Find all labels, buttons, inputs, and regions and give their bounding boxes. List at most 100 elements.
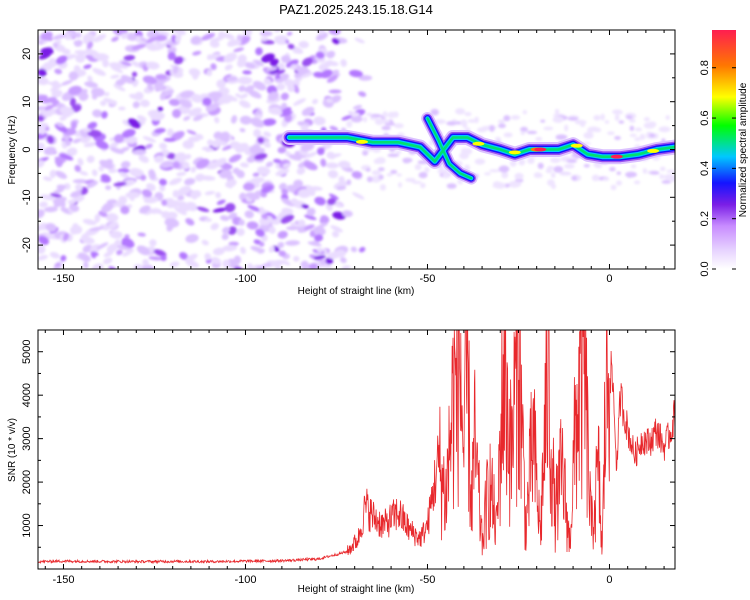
noise-blob: [316, 247, 323, 253]
noise-blob: [477, 127, 487, 133]
noise-blob: [38, 209, 45, 219]
noise-blob: [303, 191, 313, 196]
noise-blob: [290, 222, 296, 227]
snr-series-line: [38, 330, 675, 565]
noise-blob: [301, 204, 309, 209]
noise-blob: [543, 126, 554, 131]
noise-blob: [39, 128, 46, 135]
noise-blob: [210, 63, 217, 71]
noise-blob: [328, 89, 342, 94]
noise-blob: [139, 205, 151, 214]
noise-blob: [143, 196, 159, 204]
noise-blob: [593, 115, 601, 121]
noise-blob: [257, 137, 265, 144]
noise-blob: [120, 61, 132, 67]
noise-blob: [498, 123, 506, 129]
spectrogram-y-tick-label: -20: [21, 237, 33, 253]
noise-blob: [371, 170, 381, 176]
noise-blob: [550, 157, 561, 163]
noise-blob: [200, 175, 216, 181]
noise-blob: [148, 256, 163, 261]
noise-blob: [233, 47, 245, 53]
noise-blob: [62, 48, 71, 55]
noise-blob: [193, 115, 204, 122]
spectrogram-y-tick-label: 10: [21, 96, 33, 108]
snr-y-label: SNR (10 * v/v): [7, 418, 18, 482]
noise-blob: [326, 75, 338, 83]
noise-blob: [325, 257, 334, 265]
noise-blob: [327, 170, 339, 179]
noise-blob: [235, 93, 241, 98]
noise-blob: [105, 158, 113, 166]
noise-blob: [171, 130, 185, 141]
noise-blob: [265, 161, 274, 168]
noise-blob: [83, 64, 92, 70]
noise-blob: [298, 41, 309, 49]
noise-blob: [305, 151, 318, 158]
noise-blob: [643, 117, 650, 122]
noise-blob: [293, 46, 301, 52]
noise-blob: [172, 190, 180, 198]
noise-blob: [82, 218, 97, 226]
noise-blob: [625, 171, 637, 178]
noise-blob: [110, 147, 124, 155]
noise-blob: [38, 132, 48, 140]
colorbar-tick-label: 0.0: [699, 261, 711, 276]
noise-blob: [331, 38, 340, 45]
noise-blob: [68, 85, 83, 95]
noise-blob: [571, 175, 578, 181]
noise-blob: [77, 158, 84, 166]
noise-blob: [327, 197, 337, 206]
noise-blob: [387, 153, 400, 158]
noise-blob: [267, 91, 279, 101]
noise-blob: [43, 176, 53, 182]
noise-blob: [40, 194, 55, 201]
noise-blob: [171, 30, 186, 36]
noise-blob: [237, 76, 253, 85]
noise-blob: [91, 263, 104, 269]
noise-blob: [134, 91, 144, 101]
noise-blob: [326, 162, 339, 169]
noise-blob: [550, 172, 556, 179]
noise-blob: [78, 71, 87, 77]
noise-blob: [278, 182, 287, 190]
noise-blob: [263, 131, 272, 137]
noise-blob: [55, 122, 64, 128]
noise-blob: [666, 169, 675, 173]
noise-blob: [62, 232, 70, 241]
spectrogram-y-label: Frequency (Hz): [7, 116, 18, 185]
noise-blob: [614, 135, 621, 140]
noise-blob: [72, 205, 79, 212]
noise-blob: [129, 168, 144, 178]
noise-blob: [639, 133, 646, 141]
noise-blob: [204, 190, 216, 196]
noise-blob: [288, 154, 302, 161]
noise-blob: [72, 179, 88, 184]
noise-blob: [540, 119, 546, 123]
noise-blob: [86, 41, 94, 50]
noise-blob: [629, 118, 636, 123]
noise-blob: [323, 144, 330, 149]
noise-blob: [202, 97, 212, 106]
noise-blob: [106, 243, 118, 253]
noise-blob: [349, 69, 363, 78]
noise-blob: [233, 255, 242, 265]
noise-blob: [103, 250, 114, 258]
noise-blob: [274, 35, 288, 42]
noise-blob: [201, 32, 216, 41]
noise-blob: [125, 191, 140, 199]
noise-blob: [649, 171, 660, 175]
noise-blob: [38, 255, 48, 261]
noise-blob: [248, 195, 254, 200]
noise-blob: [259, 241, 265, 247]
noise-blob: [328, 30, 341, 36]
noise-blob: [100, 174, 111, 183]
noise-blob: [142, 136, 156, 143]
noise-blob: [270, 259, 284, 267]
colorbar-tick-label: 0.6: [699, 110, 711, 125]
noise-blob: [642, 168, 648, 174]
noise-blob: [537, 162, 544, 170]
noise-blob: [358, 91, 367, 97]
spectrogram-y-tick-label: 0: [21, 146, 33, 152]
noise-blob: [604, 120, 610, 124]
